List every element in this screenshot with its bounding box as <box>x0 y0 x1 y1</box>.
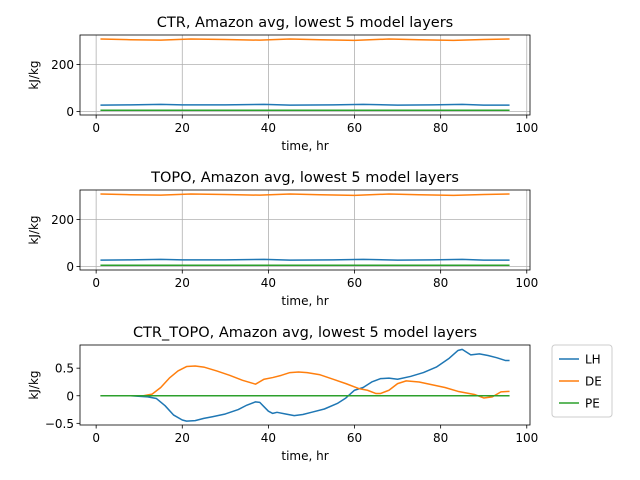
axes-frame <box>79 34 531 116</box>
x-tick-label: 80 <box>433 431 448 445</box>
x-tick-label: 80 <box>433 276 448 290</box>
series-line-lh <box>100 348 510 422</box>
legend: LH DE PE <box>551 344 613 418</box>
y-tick-label: 200 <box>51 58 74 72</box>
x-tick-label: 80 <box>433 121 448 135</box>
series-line-de <box>100 365 510 399</box>
axes-frame <box>79 344 531 426</box>
y-axis-label: kJ/kg <box>27 60 41 89</box>
series-line-de <box>100 38 510 42</box>
y-axis-label: kJ/kg <box>27 215 41 244</box>
legend-label-de: DE <box>585 375 602 389</box>
x-tick-label: 100 <box>515 276 538 290</box>
legend-label-lh: LH <box>585 353 601 367</box>
x-tick-label: 40 <box>261 431 276 445</box>
y-tick-label: 0 <box>66 105 74 119</box>
panel-title: CTR, Amazon avg, lowest 5 model layers <box>157 15 453 31</box>
x-axis-label: time, hr <box>281 449 328 463</box>
series-line-de <box>100 193 510 197</box>
y-axis-label: kJ/kg <box>27 370 41 399</box>
legend-label-pe: PE <box>585 397 600 411</box>
x-tick-label: 0 <box>92 121 100 135</box>
panel-2: 0 20 40 60 80 100 0 200 TOPO, Amazon avg, lowest… <box>27 170 538 308</box>
x-axis-label: time, hr <box>281 294 328 308</box>
legend-box <box>551 344 613 418</box>
panel-title: CTR_TOPO, Amazon avg, lowest 5 model lay… <box>133 325 477 341</box>
series-line-lh <box>100 258 510 261</box>
panel-1: 0 20 40 60 80 100 0 200 CTR, Amazon avg, lowest … <box>27 15 538 153</box>
axes-frame <box>79 189 531 271</box>
x-tick-label: 20 <box>175 121 190 135</box>
panel-3: 0 20 40 60 80 100 −0.5 0 0.5 CTR_TOPO, Amazon avg… <box>27 325 538 463</box>
y-tick-label: 0 <box>66 260 74 274</box>
x-tick-label: 40 <box>261 121 276 135</box>
x-tick-label: 20 <box>175 276 190 290</box>
x-tick-label: 100 <box>515 121 538 135</box>
y-tick-label: 0.5 <box>55 362 74 376</box>
x-tick-label: 60 <box>347 431 362 445</box>
y-tick-label: 0 <box>66 389 74 403</box>
panel-title: TOPO, Amazon avg, lowest 5 model layers <box>150 170 459 186</box>
y-tick-label: 200 <box>51 213 74 227</box>
y-tick-label: −0.5 <box>45 417 74 431</box>
x-tick-label: 0 <box>92 276 100 290</box>
series-line-lh <box>100 103 510 106</box>
x-tick-label: 40 <box>261 276 276 290</box>
x-tick-label: 60 <box>347 121 362 135</box>
x-axis-label: time, hr <box>281 139 328 153</box>
x-tick-label: 0 <box>92 431 100 445</box>
x-tick-label: 60 <box>347 276 362 290</box>
x-tick-label: 20 <box>175 431 190 445</box>
x-tick-label: 100 <box>515 431 538 445</box>
